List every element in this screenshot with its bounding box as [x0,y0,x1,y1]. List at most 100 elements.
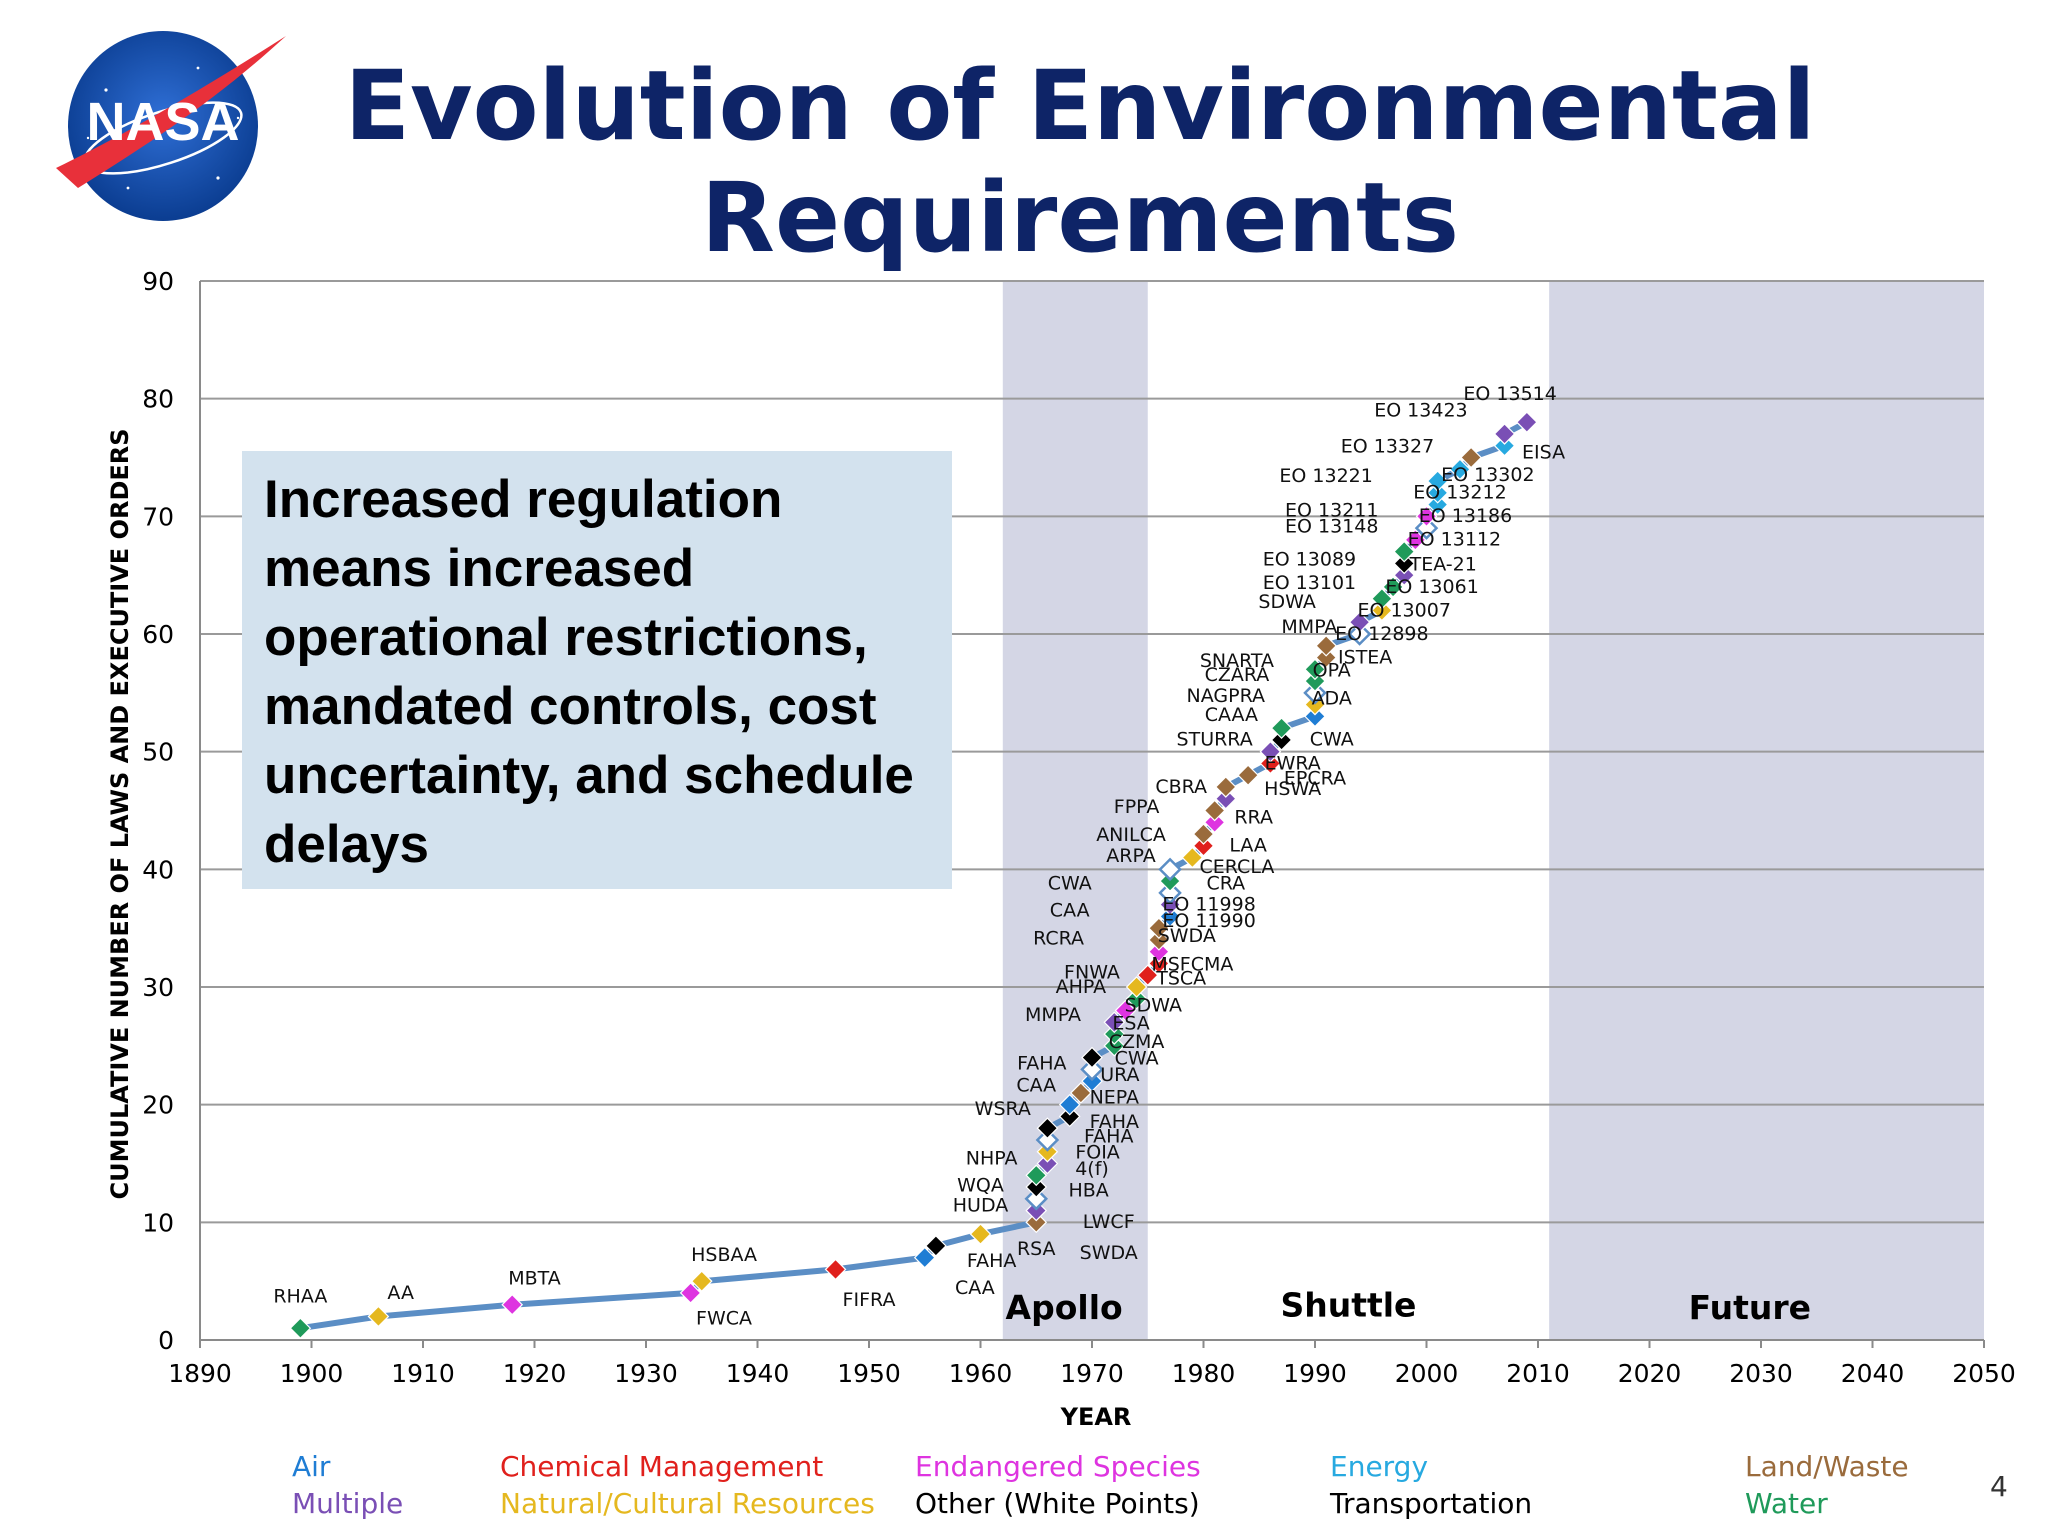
point-annotation: EO 13327 [1341,436,1434,458]
data-point [1103,1023,1126,1045]
point-annotation: LWCF [1083,1211,1135,1233]
data-point [1214,787,1237,810]
point-annotation: EO 13148 [1285,516,1378,538]
data-point [1348,611,1371,634]
point-annotation: EO 12898 [1335,623,1428,645]
point-annotation: ARPA [1106,845,1155,867]
point-annotation: CZMA [1109,1031,1165,1053]
data-point [1382,576,1404,598]
point-annotation: CERCLA [1200,856,1275,878]
data-point [1203,799,1226,822]
data-point [1024,1187,1049,1211]
point-annotation: NHPA [966,1148,1018,1170]
data-point [501,1293,524,1316]
point-annotation: RSA [1017,1238,1056,1260]
y-tick-label: 60 [142,620,174,649]
x-tick-label: 2050 [1952,1359,2016,1388]
point-annotation: EPCRA [1284,768,1346,790]
point-annotation: EO 13007 [1357,599,1450,621]
point-annotation: EO 11998 [1162,893,1255,915]
point-annotation: RRA [1234,806,1273,828]
x-tick-label: 1970 [1060,1359,1124,1388]
point-annotation: AA [387,1282,414,1304]
x-tick-label: 1990 [1283,1359,1347,1388]
x-tick-label: 1960 [949,1359,1013,1388]
point-annotation: CAA [955,1277,995,1299]
data-point [1449,458,1471,481]
point-annotation: TSCA [1155,968,1206,990]
point-annotation: CWA [1310,729,1354,751]
y-tick-label: 40 [142,855,174,884]
data-point [1404,529,1427,551]
data-point [1025,1199,1048,1222]
point-annotation: CAAA [1205,704,1258,726]
x-tick-label: 1900 [280,1359,344,1388]
point-annotation: NEPA [1090,1086,1139,1108]
x-tick-label: 1940 [726,1359,790,1388]
point-annotation: EO 13211 [1285,499,1378,521]
point-annotation: AHPA [1056,976,1107,998]
data-point [679,1282,702,1304]
data-point [1259,740,1282,763]
point-annotation: EO 13423 [1374,399,1467,421]
x-tick-label: 2000 [1395,1359,1459,1388]
point-annotation: ADA [1312,688,1352,710]
point-annotation: FWCA [696,1308,752,1330]
point-annotation: EO 13221 [1279,465,1372,487]
data-point [1259,752,1282,775]
point-annotation: SWDA [1158,925,1216,947]
x-axis-label: YEAR [1060,1403,1132,1431]
x-tick-label: 1980 [1172,1359,1236,1388]
point-annotation: EO 13514 [1463,383,1556,405]
data-point [1426,470,1449,492]
data-point [1415,505,1438,528]
data-point [1371,599,1393,622]
nasa-logo: NASA [56,31,286,221]
point-annotation: NAGPRA [1187,685,1266,707]
data-point [824,1258,847,1281]
y-axis-label: CUMULATIVE NUMBER OF LAWS AND EXECUTIVE … [106,428,134,1199]
point-annotation: RHAA [273,1285,327,1307]
data-point [1304,658,1326,681]
x-tick-label: 2040 [1841,1359,1905,1388]
data-point [1426,481,1449,504]
point-annotation: FAHA [1084,1125,1133,1147]
data-point [1114,999,1137,1022]
data-point [1125,976,1148,998]
data-point [1460,446,1482,469]
y-tick-labels: 0 10 20 30 40 50 60 70 80 90 [142,267,174,1355]
data-point [1393,564,1416,587]
point-annotation: HSBAA [691,1244,757,1266]
x-tick-labels: 1890 1900 1910 1920 1930 1940 1950 1960 1970 1980… [168,1340,2016,1388]
data-point [1148,929,1170,951]
data-point [913,1246,936,1269]
y-tick-label: 0 [158,1326,174,1355]
era-band-apollo [1002,281,1148,1340]
point-annotation: FOIA [1075,1142,1120,1164]
nasa-logo-text: NASA [86,92,239,152]
point-annotation: EWRA [1265,752,1321,774]
point-annotation: 4(f) [1075,1158,1109,1180]
point-annotation: FAHA [967,1250,1016,1272]
point-annotation: FNWA [1064,962,1120,984]
point-annotation: EO 13101 [1263,572,1356,594]
point-annotation: CWA [1115,1048,1159,1070]
point-annotation: MMPA [1281,616,1337,638]
x-tick-label: 1910 [391,1359,455,1388]
point-annotation: CWA [1048,872,1092,894]
point-annotation: ISTEA [1338,646,1392,668]
data-point [1103,1011,1126,1034]
point-annotation: OPA [1313,659,1351,681]
era-label-shuttle: Shuttle [1280,1285,1416,1324]
data-point [367,1305,390,1328]
y-tick-label: 80 [142,385,174,414]
data-point [1371,587,1393,610]
point-annotation: EO 11990 [1162,910,1255,932]
x-tick-label: 1920 [503,1359,567,1388]
point-annotation: URA [1100,1064,1139,1086]
data-point [1493,434,1516,457]
data-point [1393,540,1416,563]
